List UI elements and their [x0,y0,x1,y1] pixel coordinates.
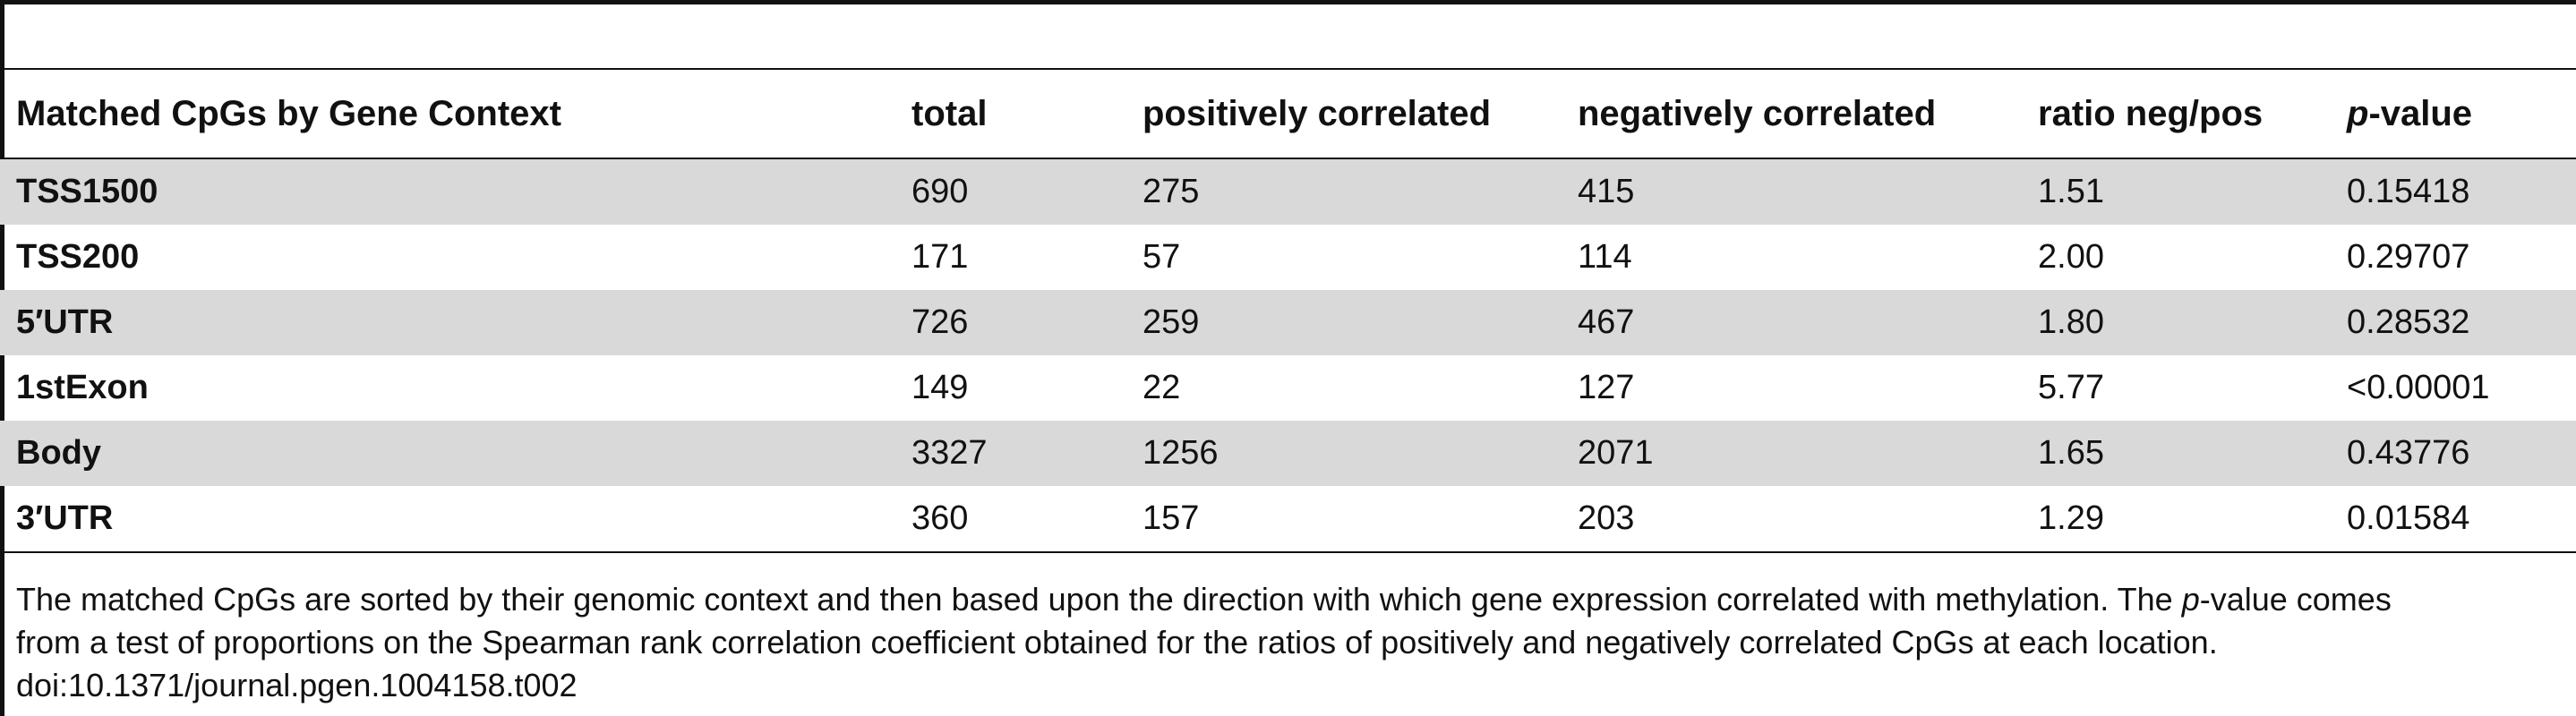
cell-context: TSS200 [16,238,140,276]
table-row: TSS1500 690 275 415 1.51 0.15418 [0,158,2576,225]
top-border-rule [0,0,2576,4]
cell-total: 726 [895,290,1126,355]
header-gene-context: Matched CpGs by Gene Context [16,93,561,133]
cell-positive: 1256 [1126,421,1562,486]
cell-p-value: 0.29707 [2347,238,2470,276]
cell-ratio: 1.80 [2022,290,2331,355]
cell-positive: 259 [1126,290,1562,355]
cell-negative: 127 [1578,369,1635,406]
header-positively-correlated: positively correlated [1143,93,1492,133]
header-p-rest: -value [2368,93,2473,133]
table-row: Body 3327 1256 2071 1.65 0.43776 [0,421,2576,486]
cell-ratio: 1.29 [2038,499,2104,537]
table-row: 1stExon 149 22 127 5.77 <0.00001 [0,355,2576,421]
cell-p-value: <0.00001 [2347,369,2490,406]
cell-positive: 22 [1143,369,1181,406]
footnote-text-b: -value comes [2199,581,2392,618]
cell-ratio: 5.77 [2038,369,2104,406]
cell-negative: 467 [1562,290,2022,355]
footnote-text-a: The matched CpGs are sorted by their gen… [16,581,2182,618]
header-p-italic: p [2347,93,2369,133]
data-table-container: Matched CpGs by Gene Context total posit… [0,68,2576,553]
cell-total: 171 [911,238,969,276]
header-total: total [911,93,988,133]
cell-p-value: 0.28532 [2331,290,2576,355]
cell-p-value: 0.43776 [2331,421,2576,486]
cell-positive: 275 [1126,158,1562,225]
cell-p-value: 0.01584 [2347,499,2470,537]
cell-negative: 114 [1578,238,1632,276]
cell-ratio: 2.00 [2038,238,2104,276]
cell-total: 149 [911,369,969,406]
cell-negative: 2071 [1562,421,2022,486]
left-border-rule [0,0,4,716]
cell-negative: 203 [1578,499,1635,537]
cell-context: 1stExon [16,369,149,406]
cell-context: 3′UTR [16,499,114,537]
footnote-line-2: from a test of proportions on the Spearm… [16,624,2218,661]
footnote-line-1: The matched CpGs are sorted by their gen… [16,578,2572,621]
table-row: TSS200 171 57 114 2.00 0.29707 [0,225,2576,290]
cell-positive: 157 [1143,499,1200,537]
cell-context: TSS1500 [0,158,895,225]
cell-context: 5′UTR [0,290,895,355]
header-p-value: p-value [2331,69,2576,158]
header-negatively-correlated: negatively correlated [1578,93,1937,133]
cell-total: 690 [895,158,1126,225]
table-footnote: The matched CpGs are sorted by their gen… [16,578,2572,707]
header-ratio: ratio neg/pos [2038,93,2264,133]
footnote-p-italic: p [2181,581,2200,618]
cell-positive: 57 [1143,238,1181,276]
cell-ratio: 1.65 [2022,421,2331,486]
cell-ratio: 1.51 [2022,158,2331,225]
table-header-row: Matched CpGs by Gene Context total posit… [0,69,2576,158]
cell-negative: 415 [1562,158,2022,225]
table-row: 3′UTR 360 157 203 1.29 0.01584 [0,486,2576,552]
footnote-doi: doi:10.1371/journal.pgen.1004158.t002 [16,667,578,703]
table-row: 5′UTR 726 259 467 1.80 0.28532 [0,290,2576,355]
cell-p-value: 0.15418 [2331,158,2576,225]
cell-total: 360 [911,499,969,537]
cell-context: Body [0,421,895,486]
cpg-context-table: Matched CpGs by Gene Context total posit… [0,68,2576,553]
cell-total: 3327 [895,421,1126,486]
